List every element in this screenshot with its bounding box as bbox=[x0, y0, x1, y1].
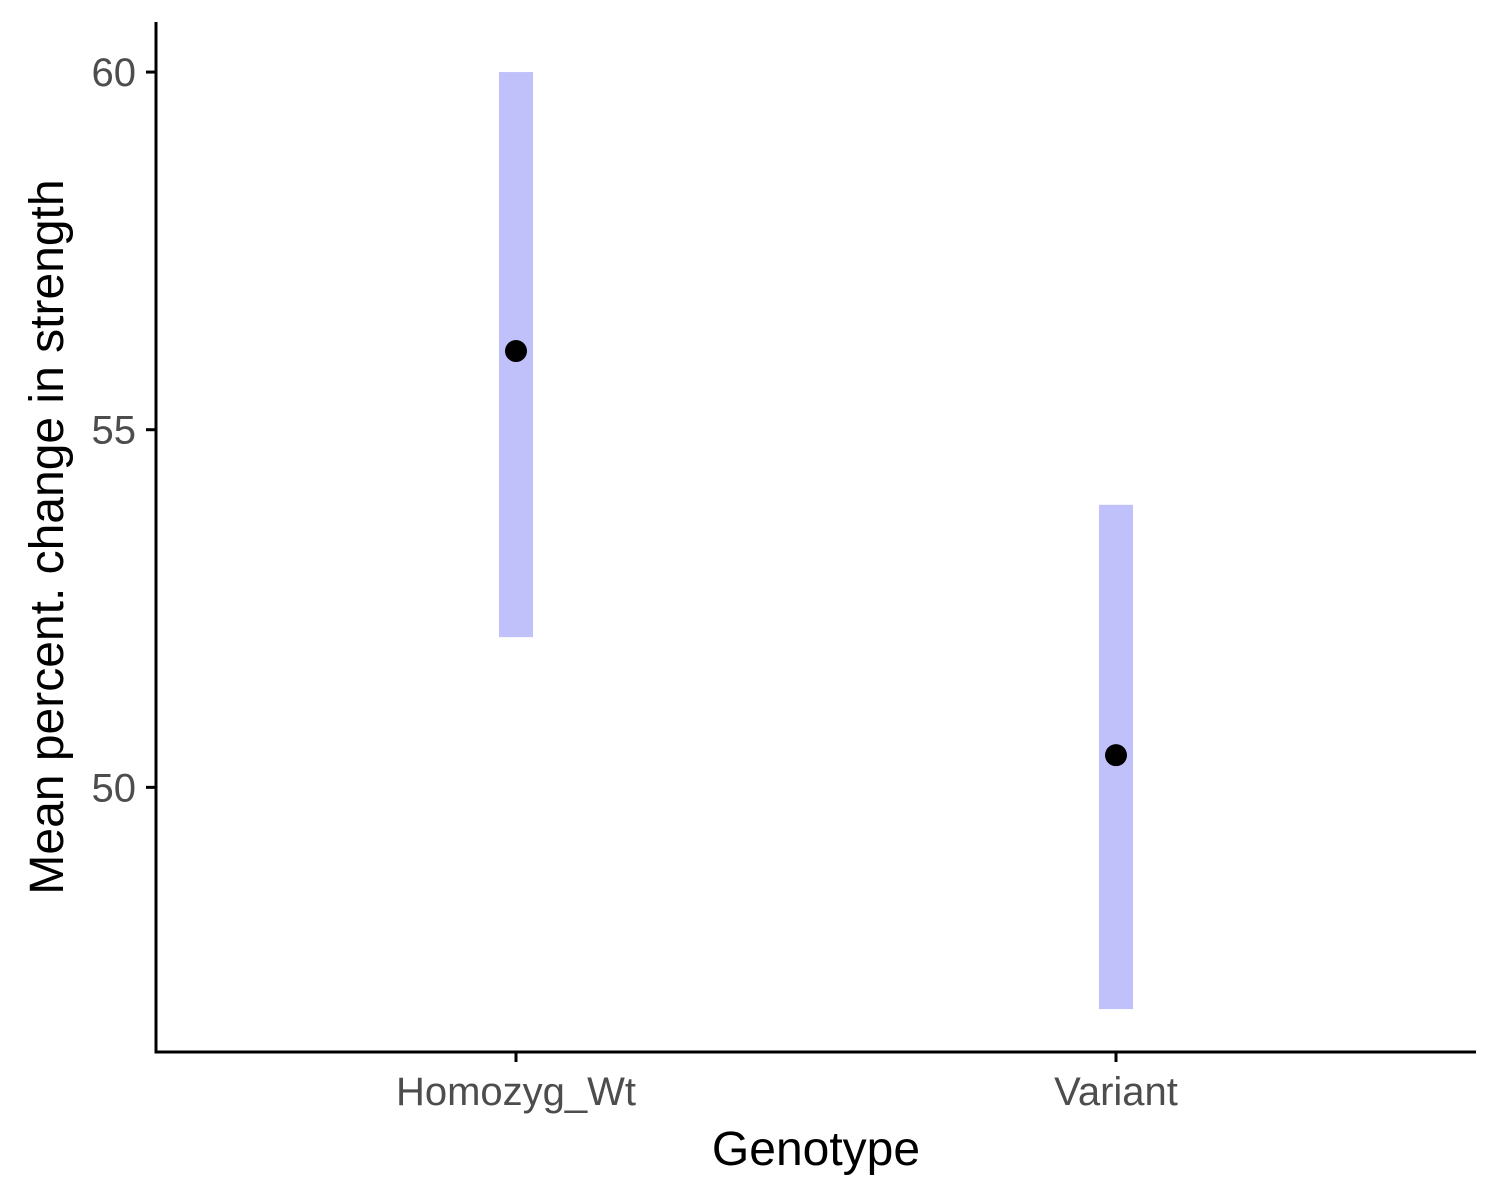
y-axis-title: Mean percent. change in strength bbox=[21, 179, 74, 894]
y-tick-label: 55 bbox=[92, 409, 137, 453]
x-tick-label: Variant bbox=[1054, 1070, 1178, 1114]
mean-point-homozyg-wt bbox=[505, 340, 527, 363]
x-axis-ticks: Homozyg_Wt Variant bbox=[396, 1052, 1178, 1114]
y-tick-label: 50 bbox=[92, 766, 137, 810]
chart-marks bbox=[499, 72, 1133, 1010]
mean-point-variant bbox=[1105, 744, 1127, 767]
x-axis-title: Genotype bbox=[712, 1123, 920, 1176]
y-tick-label: 60 bbox=[92, 51, 137, 95]
x-tick-label: Homozyg_Wt bbox=[396, 1070, 636, 1114]
y-axis-ticks: 50 55 60 bbox=[92, 51, 156, 810]
